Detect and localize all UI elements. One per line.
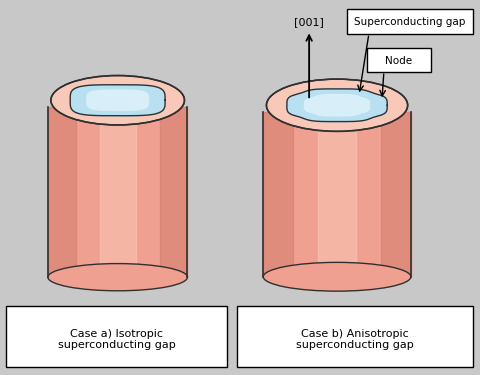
- Polygon shape: [318, 112, 356, 277]
- Polygon shape: [87, 90, 148, 110]
- Text: [001]: [001]: [294, 18, 324, 27]
- Polygon shape: [287, 89, 387, 122]
- Polygon shape: [381, 112, 411, 277]
- Polygon shape: [304, 94, 370, 116]
- Polygon shape: [48, 106, 76, 277]
- Polygon shape: [48, 106, 188, 277]
- Polygon shape: [263, 112, 411, 277]
- Text: Case a) Isotropic
superconducting gap: Case a) Isotropic superconducting gap: [58, 329, 176, 350]
- Ellipse shape: [263, 262, 411, 291]
- Ellipse shape: [51, 75, 184, 125]
- Polygon shape: [263, 112, 293, 277]
- Polygon shape: [70, 85, 165, 116]
- Text: Node: Node: [385, 56, 412, 66]
- FancyBboxPatch shape: [347, 9, 473, 34]
- Polygon shape: [99, 106, 136, 277]
- Polygon shape: [159, 106, 188, 277]
- Ellipse shape: [266, 79, 408, 131]
- Text: Case b) Anisotropic
superconducting gap: Case b) Anisotropic superconducting gap: [296, 329, 414, 350]
- FancyBboxPatch shape: [367, 48, 431, 72]
- FancyBboxPatch shape: [6, 306, 228, 368]
- Ellipse shape: [48, 264, 188, 291]
- Text: Superconducting gap: Superconducting gap: [354, 18, 466, 27]
- FancyBboxPatch shape: [237, 306, 473, 368]
